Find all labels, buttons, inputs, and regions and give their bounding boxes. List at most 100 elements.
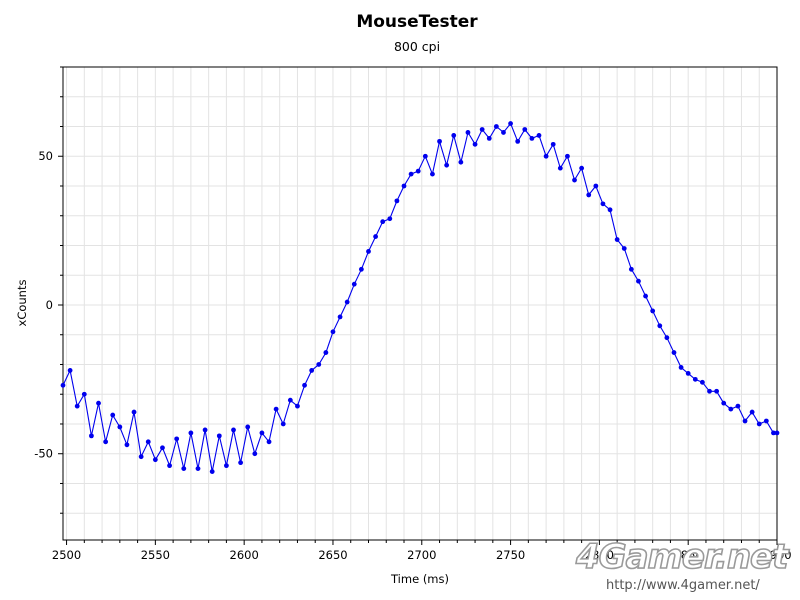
y-axis-label: xCounts: [15, 280, 29, 327]
data-point: [188, 430, 194, 436]
axis-ticks: 2500 2550 2600 2650 2700 2750 2800 2850 2900 -50 0…: [34, 66, 792, 562]
data-point: [557, 165, 563, 171]
data-point: [160, 445, 165, 451]
data-point: [309, 368, 315, 373]
data-point: [231, 427, 236, 433]
data-point: [96, 400, 101, 406]
data-point: [302, 382, 307, 388]
data-point: [415, 168, 421, 174]
data-point: [245, 424, 251, 430]
x-tick-label: 2750: [496, 548, 525, 562]
data-point: [387, 216, 393, 222]
data-point: [202, 427, 208, 433]
data-point: [515, 138, 521, 144]
data-point: [486, 135, 492, 141]
data-point: [628, 266, 634, 272]
grid: [63, 66, 778, 540]
y-tick-label: 0: [46, 298, 53, 312]
data-point: [707, 388, 712, 394]
data-point: [67, 368, 73, 373]
data-point: [678, 365, 684, 370]
x-tick-label: 2850: [674, 548, 703, 562]
data-point: [565, 153, 570, 159]
data-point: [714, 388, 720, 394]
data-point: [124, 442, 130, 448]
data-point: [735, 403, 741, 409]
data-point: [508, 121, 513, 126]
data-point: [295, 403, 300, 409]
plot-area: [63, 67, 777, 540]
chart-title: MouseTester: [356, 12, 478, 32]
data-point: [756, 421, 762, 427]
data-point: [550, 141, 556, 147]
data-point: [181, 466, 187, 472]
data-point: [451, 133, 457, 138]
data-point: [252, 451, 258, 457]
data-point: [238, 460, 244, 466]
data-point: [138, 454, 144, 460]
data-point: [543, 153, 549, 159]
data-point: [337, 314, 343, 320]
data-point: [401, 183, 407, 189]
data-point: [643, 293, 648, 299]
data-point: [458, 159, 464, 165]
data-point: [117, 424, 123, 430]
data-point: [692, 376, 698, 382]
data-point: [572, 177, 577, 183]
data-point: [60, 382, 66, 388]
data-point: [579, 165, 585, 171]
plot-frame: [62, 66, 778, 541]
data-point: [774, 430, 780, 436]
data-point: [728, 406, 734, 412]
x-axis-label: Time (ms): [390, 572, 449, 586]
x-tick-label: 2900: [762, 548, 791, 562]
data-point: [131, 409, 137, 415]
x-tick-label: 2500: [52, 548, 81, 562]
data-point: [266, 439, 272, 445]
data-point: [259, 430, 265, 436]
watermark-url: http://www.4gamer.net/: [606, 578, 760, 593]
data-point: [607, 207, 613, 213]
data-point: [671, 350, 677, 355]
data-point: [600, 201, 606, 207]
data-point: [224, 463, 229, 469]
data-point: [437, 138, 442, 144]
data-point: [430, 171, 435, 177]
data-point: [749, 409, 755, 415]
data-point: [501, 130, 506, 135]
data-point: [344, 299, 350, 305]
data-point: [408, 171, 414, 177]
data-point: [280, 421, 286, 427]
data-point: [422, 153, 428, 159]
data-point: [373, 234, 378, 239]
data-point: [167, 463, 172, 469]
data-point: [152, 457, 158, 463]
data-point: [479, 127, 485, 132]
data-point: [614, 237, 620, 242]
data-point: [323, 350, 329, 355]
data-point: [316, 362, 322, 367]
data-point: [586, 192, 592, 198]
data-point: [529, 135, 535, 141]
data-point: [621, 246, 627, 251]
data-point: [195, 466, 201, 472]
data-point: [721, 400, 727, 406]
data-point: [366, 249, 371, 254]
chart-subtitle: 800 cpi: [394, 39, 440, 54]
data-point: [330, 329, 336, 335]
data-point: [273, 406, 279, 412]
data-point: [74, 403, 80, 409]
data-point: [103, 439, 109, 445]
series-group: [60, 121, 780, 474]
data-point: [216, 433, 222, 439]
data-point: [351, 281, 357, 287]
data-point: [536, 133, 542, 138]
data-point: [287, 397, 293, 403]
data-point: [394, 198, 400, 204]
data-point: [465, 130, 471, 135]
data-point: [522, 127, 528, 132]
data-point: [657, 323, 663, 329]
data-point: [145, 439, 151, 445]
data-point: [89, 433, 94, 439]
